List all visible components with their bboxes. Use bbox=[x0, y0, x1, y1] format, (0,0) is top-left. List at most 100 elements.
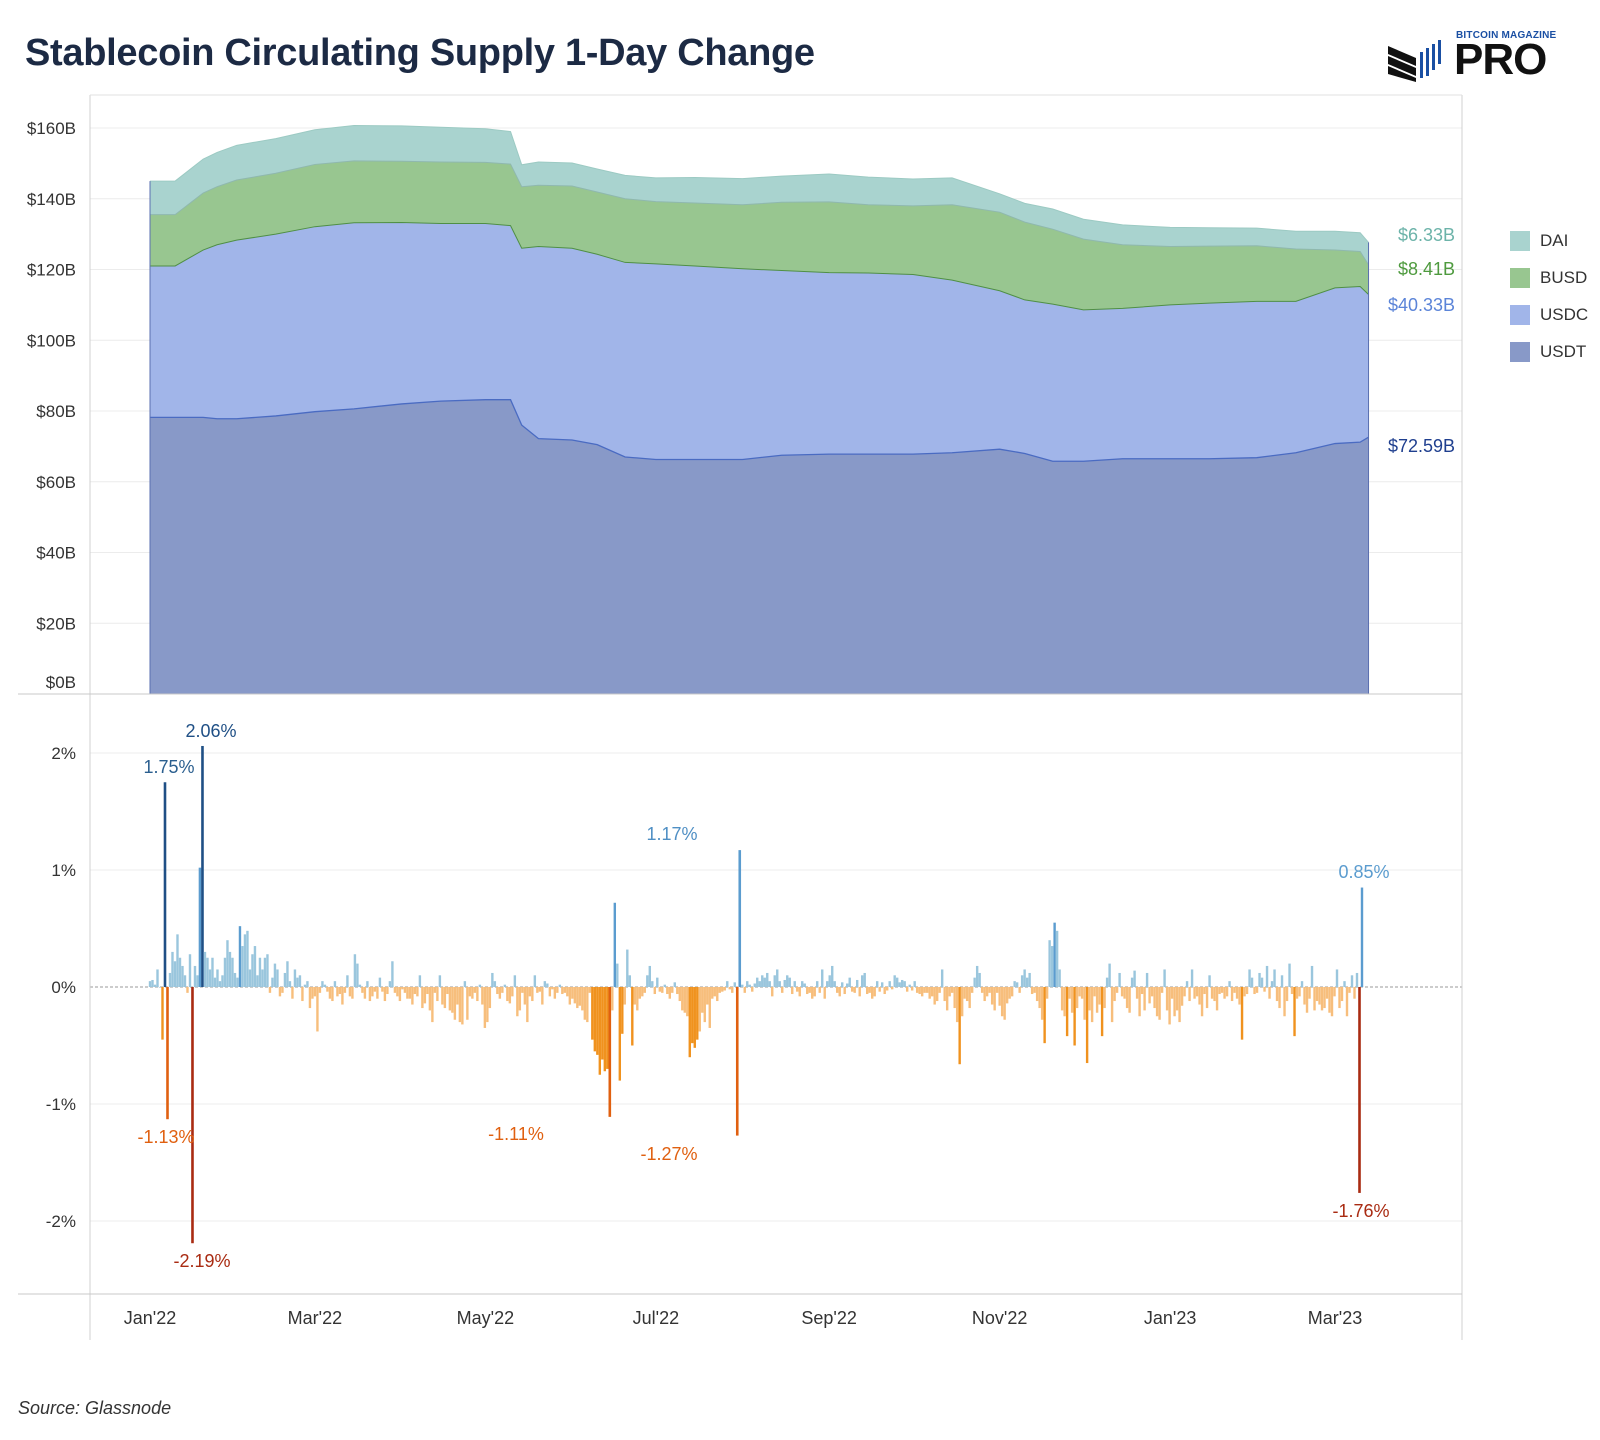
top-y-tick-label: $40B bbox=[36, 544, 76, 563]
daily-change-bar bbox=[1253, 987, 1256, 995]
daily-change-bar bbox=[661, 987, 664, 993]
daily-change-bar bbox=[823, 987, 826, 999]
daily-change-bar bbox=[940, 969, 944, 987]
daily-change-bar bbox=[276, 969, 279, 987]
daily-change-bar bbox=[681, 987, 684, 1011]
daily-change-bar bbox=[846, 983, 849, 987]
legend-swatch-usdc bbox=[1510, 304, 1530, 325]
daily-change-bar bbox=[1130, 977, 1134, 987]
daily-change-bar bbox=[461, 987, 464, 1025]
daily-change-bar bbox=[623, 987, 627, 1005]
daily-change-bar bbox=[526, 987, 529, 1023]
daily-change-bar bbox=[173, 961, 177, 987]
daily-change-bar bbox=[1035, 987, 1039, 1002]
daily-change-bar bbox=[468, 987, 472, 997]
daily-change-bar bbox=[361, 987, 364, 993]
daily-change-bar bbox=[543, 981, 547, 987]
daily-change-bar bbox=[1223, 987, 1226, 999]
end-label-usdc: $40.33B bbox=[1388, 295, 1455, 315]
daily-change-bar bbox=[975, 965, 979, 987]
daily-change-bar bbox=[1110, 987, 1114, 1023]
daily-change-bar bbox=[378, 977, 382, 987]
daily-change-bar bbox=[178, 957, 182, 987]
daily-change-bar bbox=[1143, 987, 1146, 1011]
x-tick-label: Mar'23 bbox=[1308, 1308, 1362, 1328]
daily-change-bar bbox=[698, 987, 701, 1032]
daily-change-bar bbox=[1343, 981, 1346, 987]
daily-change-bar bbox=[741, 984, 744, 987]
bitcoin-magazine-pro-logo: BITCOIN MAGAZINE PRO bbox=[1388, 28, 1588, 86]
daily-change-bar bbox=[791, 987, 794, 995]
daily-change-bar bbox=[313, 987, 317, 997]
daily-change-bar bbox=[678, 987, 681, 1002]
daily-change-bar bbox=[376, 987, 379, 999]
daily-change-bar bbox=[706, 987, 709, 1005]
daily-change-bar bbox=[336, 987, 339, 997]
daily-change-bar bbox=[1000, 987, 1004, 1017]
daily-change-bar bbox=[258, 957, 262, 987]
daily-change-bar bbox=[646, 975, 649, 987]
logo-mark-icon bbox=[1388, 40, 1441, 82]
daily-change-bar bbox=[696, 987, 699, 1040]
daily-change-bar bbox=[1213, 987, 1216, 1002]
daily-change-bar bbox=[421, 987, 424, 1009]
daily-change-bar bbox=[1278, 987, 1281, 1009]
daily-change-bar bbox=[1045, 987, 1049, 999]
daily-change-bar bbox=[531, 987, 534, 1002]
daily-change-bar bbox=[1315, 987, 1319, 1002]
daily-change-bar bbox=[1063, 987, 1066, 1017]
daily-change-bar bbox=[1050, 946, 1054, 987]
bottom-panel-annotations: 1.75% 2.06% -1.13% -2.19% -1.11% 1.17% -1.27% 0… bbox=[137, 721, 1389, 1271]
daily-change-bar bbox=[478, 984, 482, 987]
daily-change-bar bbox=[858, 987, 861, 997]
daily-change-bar bbox=[1245, 987, 1249, 995]
daily-change-bar bbox=[663, 984, 666, 987]
daily-change-bar bbox=[1313, 987, 1316, 1011]
daily-change-bar bbox=[163, 782, 167, 987]
daily-change-bar bbox=[1210, 987, 1214, 999]
daily-change-bar bbox=[1198, 987, 1201, 1005]
daily-change-bar bbox=[1345, 987, 1349, 1017]
daily-change-bar bbox=[558, 984, 562, 987]
legend-swatch-busd bbox=[1510, 267, 1530, 288]
daily-change-bar bbox=[391, 961, 394, 987]
daily-change-bar bbox=[253, 946, 257, 987]
logo-small-text: BITCOIN MAGAZINE bbox=[1456, 30, 1557, 41]
daily-change-bar bbox=[1025, 977, 1029, 987]
daily-change-bar bbox=[551, 987, 554, 990]
daily-change-bar bbox=[451, 987, 454, 1013]
daily-change-bar bbox=[781, 987, 784, 993]
daily-change-bar bbox=[953, 987, 956, 1009]
daily-change-bar bbox=[366, 981, 369, 987]
daily-change-bar bbox=[1040, 987, 1044, 1020]
daily-change-bar bbox=[483, 987, 487, 1028]
daily-change-bar bbox=[463, 981, 467, 987]
daily-change-bar bbox=[1113, 987, 1116, 1002]
daily-change-bar bbox=[1168, 987, 1171, 1025]
daily-change-bar bbox=[213, 977, 217, 987]
top-y-tick-label: $100B bbox=[27, 331, 76, 350]
daily-change-bar bbox=[838, 987, 841, 997]
daily-change-bar bbox=[786, 975, 789, 987]
legend: DAI BUSD USDC USDT bbox=[1510, 222, 1588, 370]
daily-change-bar bbox=[428, 987, 432, 1011]
area-line-dai bbox=[150, 125, 1369, 243]
daily-change-bar bbox=[1360, 887, 1364, 987]
daily-change-bar bbox=[273, 963, 277, 987]
daily-change-bar bbox=[513, 975, 517, 987]
daily-change-bar bbox=[688, 987, 691, 1058]
daily-change-bar bbox=[1030, 987, 1034, 995]
daily-change-bar bbox=[1203, 987, 1206, 995]
daily-change-bar bbox=[488, 987, 492, 1009]
daily-change-bar bbox=[1070, 987, 1074, 1013]
daily-change-bar bbox=[691, 987, 694, 1044]
daily-change-bar bbox=[626, 949, 629, 987]
daily-change-bar bbox=[1320, 987, 1324, 1011]
daily-change-bar bbox=[955, 987, 959, 1023]
daily-change-bar bbox=[408, 987, 412, 999]
legend-item-usdc: USDC bbox=[1510, 296, 1588, 333]
daily-change-bar bbox=[231, 957, 234, 987]
daily-change-bar bbox=[368, 987, 372, 1002]
daily-change-bar bbox=[978, 972, 981, 987]
daily-change-bar bbox=[1230, 987, 1234, 1002]
